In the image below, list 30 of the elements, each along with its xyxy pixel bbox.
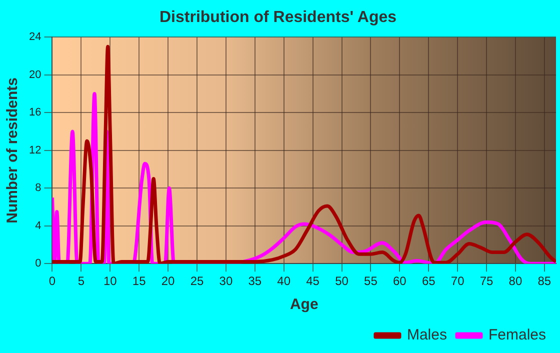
x-tick-label: 55: [364, 274, 378, 288]
x-tick-label: 5: [78, 274, 85, 288]
x-tick-label: 75: [480, 274, 494, 288]
x-axis-title: Age: [290, 296, 318, 314]
x-tick-label: 0: [48, 274, 56, 288]
x-tick-label: 40: [277, 274, 291, 288]
x-tick-label: 25: [190, 274, 204, 288]
x-tick-label: 80: [508, 274, 522, 288]
y-tick-label: 24: [28, 31, 42, 44]
legend-label: Males: [406, 326, 447, 344]
chart-title: Distribution of Residents' Ages: [159, 9, 397, 26]
x-tick-label: 15: [132, 274, 146, 288]
y-axis-title: Number of residents: [4, 77, 22, 224]
x-tick-label: 85: [538, 274, 552, 288]
x-tick-label: 30: [219, 274, 233, 288]
y-tick-label: 4: [35, 220, 42, 232]
y-tick-label: 16: [28, 106, 42, 119]
y-tick-label: 20: [28, 68, 42, 81]
x-tick-label: 65: [422, 274, 436, 288]
y-tick-label: 0: [35, 258, 42, 270]
x-tick-label: 20: [161, 274, 176, 288]
x-tick-label: 35: [248, 274, 262, 288]
x-tick-label: 70: [450, 274, 465, 288]
legend-label: Females: [488, 326, 546, 344]
y-tick-label: 8: [35, 182, 42, 194]
x-tick-label: 60: [392, 274, 407, 288]
x-tick-label: 10: [103, 274, 118, 288]
x-tick-label: 45: [306, 274, 320, 288]
y-tick-label: 12: [28, 144, 42, 156]
x-tick-label: 50: [335, 274, 349, 288]
